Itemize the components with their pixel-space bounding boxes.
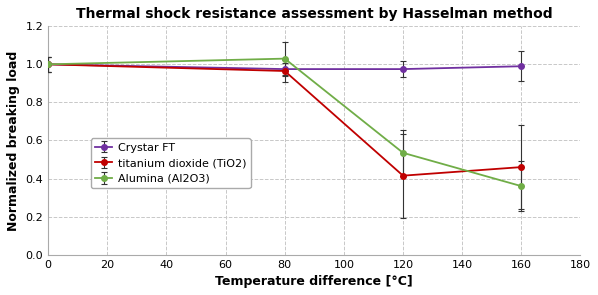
Legend: Crystar FT, titanium dioxide (TiO2), Alumina (Al2O3): Crystar FT, titanium dioxide (TiO2), Alu… bbox=[91, 138, 251, 188]
Title: Thermal shock resistance assessment by Hasselman method: Thermal shock resistance assessment by H… bbox=[76, 7, 553, 21]
Y-axis label: Normalized breaking load: Normalized breaking load bbox=[7, 50, 20, 231]
X-axis label: Temperature difference [°C]: Temperature difference [°C] bbox=[215, 275, 413, 288]
